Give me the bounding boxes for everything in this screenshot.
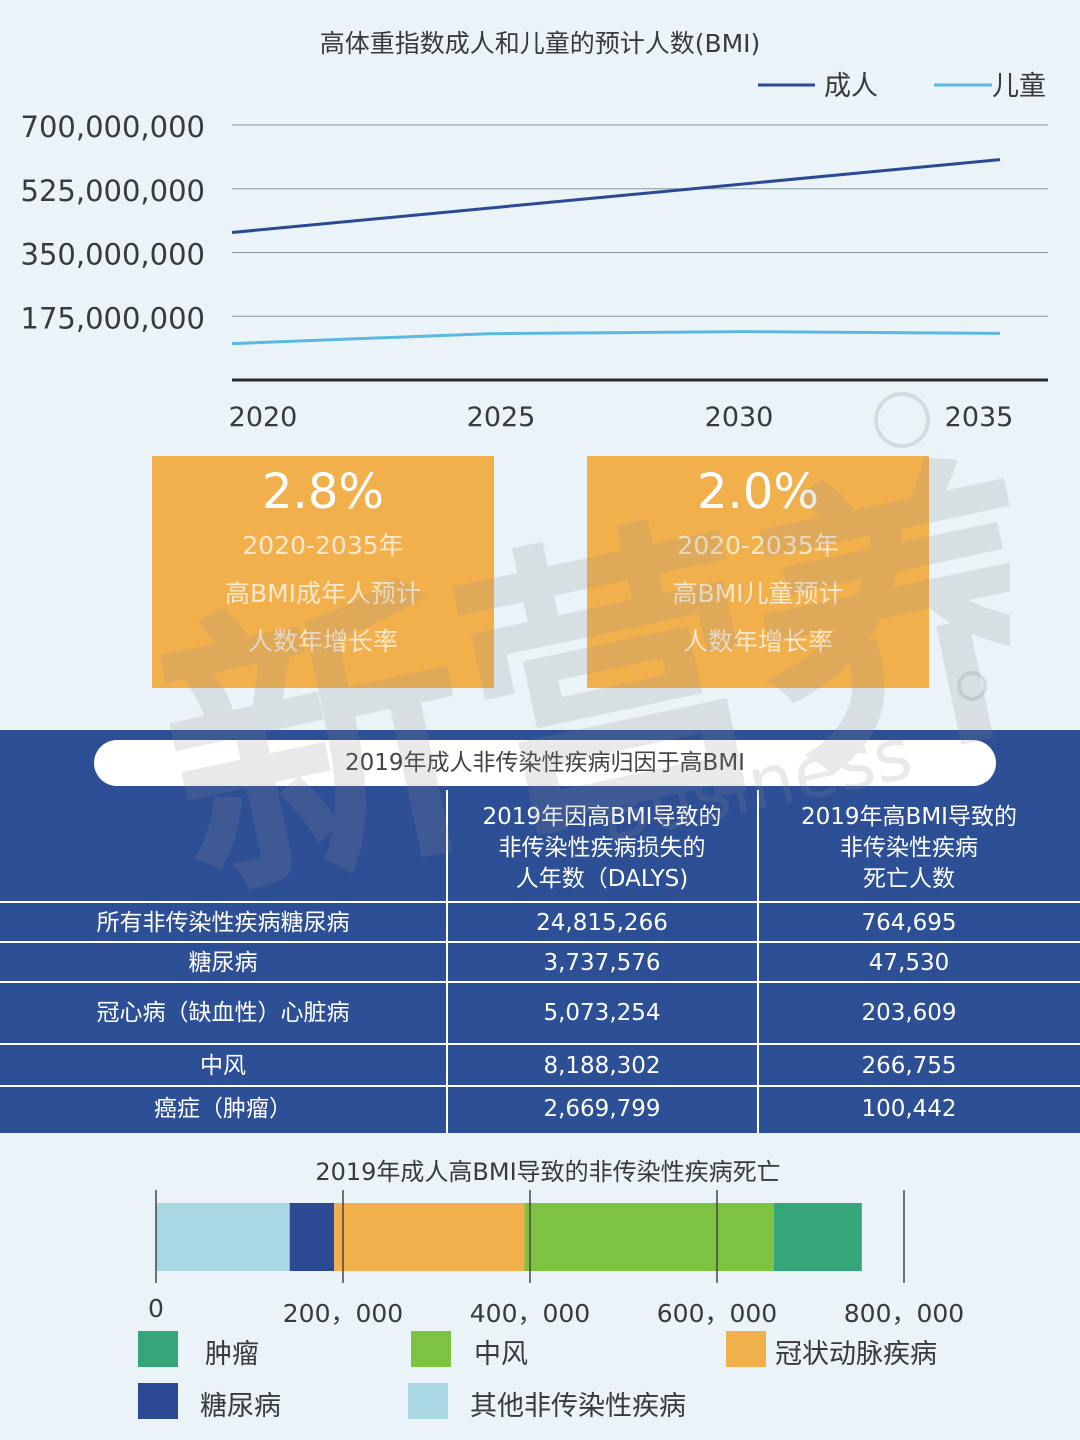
stat-box-adult: 2.8% 2020-2035年 高BMI成年人预计 人数年增长率 bbox=[152, 456, 494, 688]
bar-x-tick-label: 200，000 bbox=[282, 1299, 404, 1328]
legend-swatch bbox=[726, 1331, 766, 1367]
registered-mark-icon bbox=[957, 671, 987, 701]
bar-segment bbox=[334, 1203, 525, 1271]
table-cell: 中风 bbox=[200, 1053, 246, 1079]
legend-swatch bbox=[138, 1331, 178, 1367]
x-tick-label: 2020 bbox=[229, 402, 298, 433]
table-cell: 癌症（肿瘤） bbox=[154, 1096, 292, 1122]
table-cell: 2,669,799 bbox=[543, 1096, 661, 1122]
table-cell: 100,442 bbox=[861, 1096, 957, 1122]
stat-value: 2.0% bbox=[697, 464, 819, 520]
legend-label: 其他非传染性疾病 bbox=[470, 1391, 686, 1422]
table-divider bbox=[757, 790, 759, 1133]
legend-swatch bbox=[138, 1383, 178, 1419]
bar-segment bbox=[289, 1203, 335, 1271]
line-chart: 高体重指数成人和儿童的预计人数(BMI) 700,000,000 525,000,… bbox=[21, 29, 1048, 433]
table-title: 2019年成人非传染性疾病归因于高BMI bbox=[94, 740, 996, 786]
table-cell: 24,815,266 bbox=[536, 910, 668, 936]
legend-label: 肿瘤 bbox=[205, 1339, 259, 1370]
bar-chart-title: 2019年成人高BMI导致的非传染性疾病死亡 bbox=[315, 1158, 780, 1186]
x-tick-label: 2025 bbox=[467, 402, 536, 433]
table-cell: 冠心病（缺血性）心脏病 bbox=[96, 1000, 350, 1026]
x-tick-label: 2030 bbox=[705, 402, 774, 433]
table-cell: 5,073,254 bbox=[543, 1000, 661, 1026]
legend-label: 冠状动脉疾病 bbox=[775, 1339, 937, 1370]
bar-x-tick-label: 400，000 bbox=[469, 1299, 591, 1328]
table-cell: 所有非传染性疾病糖尿病 bbox=[96, 910, 350, 936]
stat-box-child: 2.0% 2020-2035年 高BMI儿童预计 人数年增长率 bbox=[587, 456, 929, 688]
bar-segment bbox=[773, 1203, 862, 1271]
table-row: 中风 8,188,302 266,755 bbox=[0, 1043, 1080, 1087]
legend-swatch bbox=[408, 1383, 448, 1419]
table-header-deaths: 2019年高BMI导致的 非传染性疾病 死亡人数 bbox=[801, 804, 1017, 892]
legend-label: 儿童 bbox=[992, 71, 1046, 102]
table-row: 所有非传染性疾病糖尿病 24,815,266 764,695 bbox=[0, 901, 1080, 943]
legend-swatch bbox=[411, 1331, 451, 1367]
stat-line: 2020-2035年 bbox=[242, 531, 404, 560]
line-chart-title: 高体重指数成人和儿童的预计人数(BMI) bbox=[320, 29, 761, 58]
stat-line: 2020-2035年 bbox=[677, 531, 839, 560]
bar-x-tick-label: 0 bbox=[148, 1294, 164, 1323]
stat-line: 高BMI成年人预计 bbox=[224, 579, 422, 608]
table-cell: 203,609 bbox=[861, 1000, 957, 1026]
bar-segment bbox=[524, 1203, 774, 1271]
series-line-child bbox=[231, 330, 1001, 346]
table-cell: 47,530 bbox=[868, 950, 950, 976]
bar-segment bbox=[156, 1203, 290, 1271]
x-tick-label: 2035 bbox=[945, 402, 1014, 433]
stat-line: 人数年增长率 bbox=[682, 627, 833, 656]
y-tick-label: 175,000,000 bbox=[21, 301, 206, 335]
y-tick-label: 525,000,000 bbox=[21, 174, 206, 208]
table-cell: 764,695 bbox=[861, 910, 957, 936]
legend-label: 糖尿病 bbox=[200, 1391, 281, 1422]
bar-x-tick-label: 800，000 bbox=[843, 1299, 965, 1328]
table-row: 冠心病（缺血性）心脏病 5,073,254 203,609 bbox=[0, 981, 1080, 1045]
y-tick-label: 350,000,000 bbox=[21, 238, 206, 272]
table-cell: 糖尿病 bbox=[188, 950, 258, 976]
table-row: 糖尿病 3,737,576 47,530 bbox=[0, 941, 1080, 983]
legend-label: 中风 bbox=[474, 1339, 528, 1370]
legend-label: 成人 bbox=[824, 71, 878, 102]
stat-value: 2.8% bbox=[262, 464, 384, 520]
stat-line: 人数年增长率 bbox=[247, 627, 398, 656]
table-panel bbox=[0, 730, 1080, 1133]
table-cell: 8,188,302 bbox=[543, 1053, 661, 1079]
stat-line: 高BMI儿童预计 bbox=[672, 579, 844, 608]
series-line-adult bbox=[231, 158, 1001, 234]
bar-x-tick-label: 600，000 bbox=[656, 1299, 778, 1328]
table-divider bbox=[446, 790, 448, 1133]
y-tick-label: 700,000,000 bbox=[21, 110, 206, 144]
table-row: 癌症（肿瘤） 2,669,799 100,442 bbox=[0, 1085, 1080, 1133]
table-header-dalys: 2019年因高BMI导致的 非传染性疾病损失的 人年数（DALYS) bbox=[482, 804, 722, 892]
table-cell: 266,755 bbox=[861, 1053, 957, 1079]
stacked-bar-chart: 2019年成人高BMI导致的非传染性疾病死亡 bbox=[155, 1158, 905, 1283]
table-cell: 3,737,576 bbox=[543, 950, 661, 976]
